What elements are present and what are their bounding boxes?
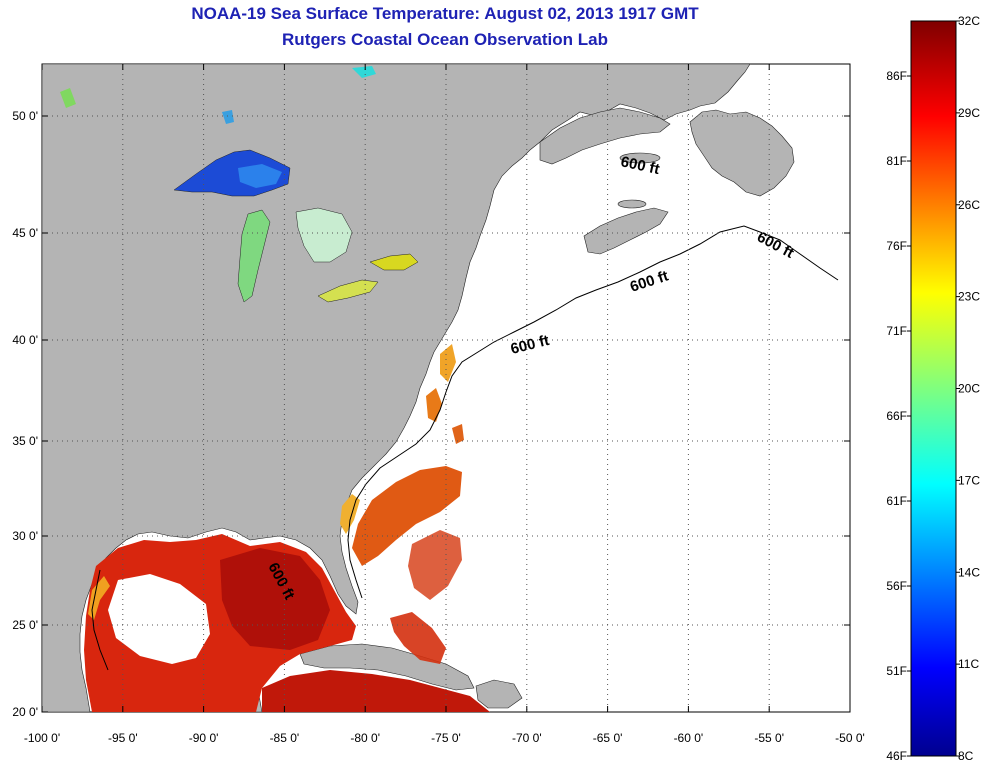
lake-nipigon: [222, 110, 234, 124]
x-tick-label: -50 0': [835, 731, 865, 745]
hispaniola-land: [475, 679, 523, 709]
colorbar-fahrenheit-label: 76F: [886, 239, 907, 253]
x-tick-label: -65 0': [593, 731, 623, 745]
gulf-stream-sst-1: [352, 466, 462, 566]
x-tick-label: -100 0': [24, 731, 60, 745]
lake-superior-light: [238, 164, 282, 188]
colorbar-fahrenheit-label: 56F: [886, 579, 907, 593]
y-tick-label: 45 0': [12, 226, 38, 240]
colorbar-fahrenheit-label: 71F: [886, 324, 907, 338]
colorbar-celsius-label: 8C: [958, 749, 974, 763]
gulf-stream-sst-2: [408, 530, 462, 600]
x-tick-label: -60 0': [674, 731, 704, 745]
colorbar-celsius-label: 20C: [958, 382, 980, 396]
anticosti-island: [619, 152, 661, 164]
colorbar-celsius-label: 32C: [958, 14, 980, 28]
colorbar-fahrenheit-label: 81F: [886, 154, 907, 168]
axis-ticks: -100 0' -95 0' -90 0' -85 0' -80 0' -75 0' -70…: [12, 64, 865, 745]
colorbar-fahrenheit-label: 61F: [886, 494, 907, 508]
map-title: NOAA-19 Sea Surface Temperature: August …: [191, 4, 699, 23]
y-tick-label: 40 0': [12, 333, 38, 347]
x-tick-label: -90 0': [189, 731, 219, 745]
lake-ontario: [369, 253, 419, 271]
x-tick-label: -55 0': [754, 731, 784, 745]
mid-atlantic-sst: [440, 344, 456, 382]
colorbar-fahrenheit-label: 66F: [886, 409, 907, 423]
colorbar-fahrenheit-label: 86F: [886, 69, 907, 83]
y-tick-label: 30 0': [12, 529, 38, 543]
quebec-north-shore-land: [539, 107, 671, 165]
colorbar-celsius-label: 23C: [958, 290, 980, 304]
graticule: [42, 64, 850, 712]
cuba-land: [299, 643, 475, 691]
y-tick-label: 20 0': [12, 705, 38, 719]
colorbar-fahrenheit-label: 46F: [886, 749, 907, 763]
colorbar-fahrenheit-label: 51F: [886, 664, 907, 678]
lake-huron: [295, 207, 353, 263]
lake-erie: [317, 279, 379, 303]
x-tick-label: -70 0': [512, 731, 542, 745]
depth-contour-gulf: [91, 569, 109, 671]
texas-coast-sst: [88, 576, 110, 620]
y-tick-label: 35 0': [12, 434, 38, 448]
depth-contour-600ft: [347, 225, 839, 599]
nova-scotia-land: [583, 207, 669, 255]
lake-winnipeg-edge: [60, 88, 76, 108]
map-content: [42, 64, 795, 712]
map-subtitle: Rutgers Coastal Ocean Observation Lab: [282, 30, 608, 49]
gulf-stream-patch: [452, 424, 464, 444]
colorbar-celsius-label: 11C: [958, 657, 979, 671]
colorbar-celsius-label: 14C: [958, 565, 980, 579]
bahamas-sst: [390, 612, 446, 664]
colorbar-celsius-label: 17C: [958, 473, 980, 487]
colorbar-ticks: 32C 29C 26C 23C 20C 17C 14C 11C 8C 86F 81F 76F 71F 66…: [886, 14, 980, 763]
x-tick-label: -75 0': [431, 731, 461, 745]
x-tick-label: -80 0': [350, 731, 380, 745]
colorbar: [910, 20, 957, 757]
x-tick-label: -85 0': [270, 731, 300, 745]
x-tick-label: -95 0': [108, 731, 138, 745]
hudson-bay-edge: [352, 66, 376, 78]
gulf-sst-gap-2: [150, 604, 200, 640]
caribbean-sst: [262, 670, 490, 712]
y-tick-label: 25 0': [12, 618, 38, 632]
newfoundland-land: [689, 109, 795, 197]
pei-island: [617, 199, 647, 209]
colorbar-celsius-label: 26C: [958, 198, 980, 212]
colorbar-celsius-label: 29C: [958, 106, 980, 120]
y-tick-label: 50 0': [12, 109, 38, 123]
